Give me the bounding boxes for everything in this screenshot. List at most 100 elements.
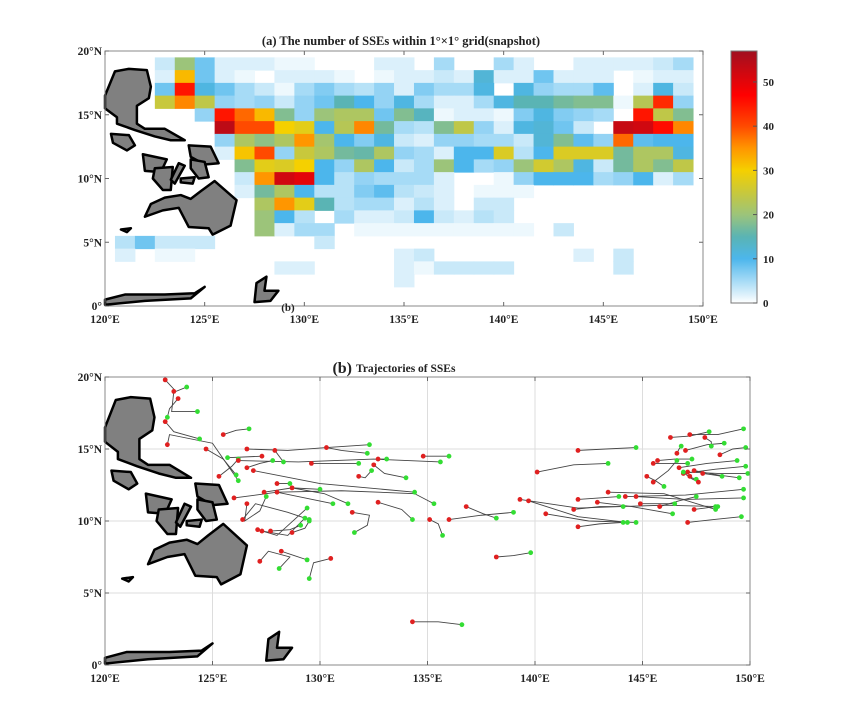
heatmap-cell (394, 248, 415, 262)
heatmap-cell (294, 133, 315, 148)
heatmap-cell (334, 210, 355, 224)
heatmap-cell (653, 159, 674, 173)
heatmap-cell (374, 70, 395, 84)
heatmap-cell (394, 133, 415, 148)
heatmap-cell (413, 121, 435, 135)
trajectory-line (171, 391, 198, 413)
trajectory-start-point (164, 442, 170, 448)
heatmap-cell (254, 197, 275, 211)
trajectory-start-point (203, 446, 209, 452)
heatmap-cell (493, 121, 515, 135)
trajectory-end-point (287, 481, 293, 486)
trajectory-line (326, 447, 368, 454)
trajectory-end-point (680, 469, 686, 475)
heatmap-cell (394, 82, 415, 97)
heatmap-cell (553, 121, 574, 135)
heatmap-cell (314, 133, 335, 148)
trajectory-line (291, 520, 310, 533)
trajectory-end-point (270, 458, 276, 463)
trajectory-start-point (274, 489, 280, 495)
trajectory-start-point (696, 479, 701, 485)
trajectory-start-point (571, 507, 577, 512)
trajectory-start-point (676, 465, 682, 471)
heatmap-cell (134, 235, 156, 250)
landmass (189, 158, 210, 180)
trajectory-start-point (702, 435, 708, 440)
heatmap-cell (334, 184, 355, 199)
heatmap-cell (354, 108, 375, 122)
heatmap-cell (453, 95, 475, 109)
trajectory-line (537, 462, 609, 473)
trajectory-line (412, 621, 462, 626)
x-tick-label: 145°E (628, 673, 658, 685)
heatmap-cell (154, 57, 176, 71)
trajectory-line (377, 501, 413, 520)
heatmap-cell (533, 159, 554, 173)
trajectory-line (657, 458, 692, 461)
heatmap-cell (294, 159, 315, 173)
panel-a-axes: 120°E 125°E 130°E 135°E 140°E 145°E 150°E 0° 5°N… (78, 46, 718, 326)
trajectory-line (259, 550, 291, 569)
heatmap-cell (493, 70, 515, 84)
heatmap-cell (314, 159, 335, 173)
heatmap-cell (493, 133, 515, 148)
heatmap-cell (573, 121, 594, 135)
heatmap-cell (254, 57, 275, 71)
trajectory-start-point (657, 504, 663, 509)
heatmap-cell (533, 133, 554, 148)
heatmap-cell (633, 133, 654, 148)
landmass (103, 285, 206, 306)
heatmap-cell (174, 235, 196, 250)
heatmap-cell (633, 108, 654, 122)
trajectory-start-point (526, 498, 531, 504)
heatmap-cell (194, 82, 216, 97)
trajectory-start-point (261, 489, 267, 495)
heatmap-cell (633, 121, 654, 135)
heatmap-cell (653, 57, 674, 71)
heatmap-cell (613, 172, 634, 186)
trajectory-line (719, 447, 746, 456)
heatmap-cell (194, 70, 216, 84)
trajectory-start-point (685, 469, 691, 475)
heatmap-cell (613, 133, 634, 148)
trajectory-end-point (440, 533, 445, 538)
heatmap-cell (394, 121, 415, 135)
heatmap-cell (314, 108, 335, 122)
heatmap-cell (533, 82, 554, 97)
trajectory-end-point (302, 515, 308, 521)
heatmap-cell (274, 95, 295, 109)
trajectory-end-point (745, 471, 751, 476)
colorbar-bar (730, 50, 758, 304)
landmass (110, 469, 139, 491)
trajectory-end-point (304, 557, 310, 563)
trajectory-end-point (197, 436, 203, 442)
heatmap-cell (453, 70, 475, 84)
heatmap-cell (433, 210, 455, 224)
heatmap-cell (274, 172, 295, 186)
landmass (169, 161, 186, 185)
heatmap-cell (294, 146, 315, 160)
heatmap-cell (453, 121, 475, 135)
trajectory-end-point (741, 426, 746, 432)
heatmap-cell (374, 184, 395, 199)
heatmap-cell (354, 197, 375, 211)
heatmap-cell (254, 184, 275, 199)
heatmap-cell (413, 159, 435, 173)
heatmap-cell (573, 70, 594, 84)
heatmap-cell (194, 235, 216, 250)
landmass (143, 179, 238, 236)
heatmap-cell (553, 108, 574, 122)
heatmap-cell (673, 159, 694, 173)
heatmap-cell (294, 223, 315, 237)
trajectory-start-point (356, 473, 362, 479)
heatmap-cell (473, 184, 495, 199)
heatmap-cell (633, 95, 654, 109)
heatmap-cell (394, 108, 415, 122)
trajectory-line (223, 428, 250, 436)
trajectory-start-point (687, 432, 693, 437)
trajectory-end-point (528, 550, 534, 556)
trajectory-line (678, 460, 738, 469)
trajectory-line (466, 506, 497, 519)
heatmap-cell (354, 133, 375, 148)
heatmap-cell (194, 57, 216, 71)
